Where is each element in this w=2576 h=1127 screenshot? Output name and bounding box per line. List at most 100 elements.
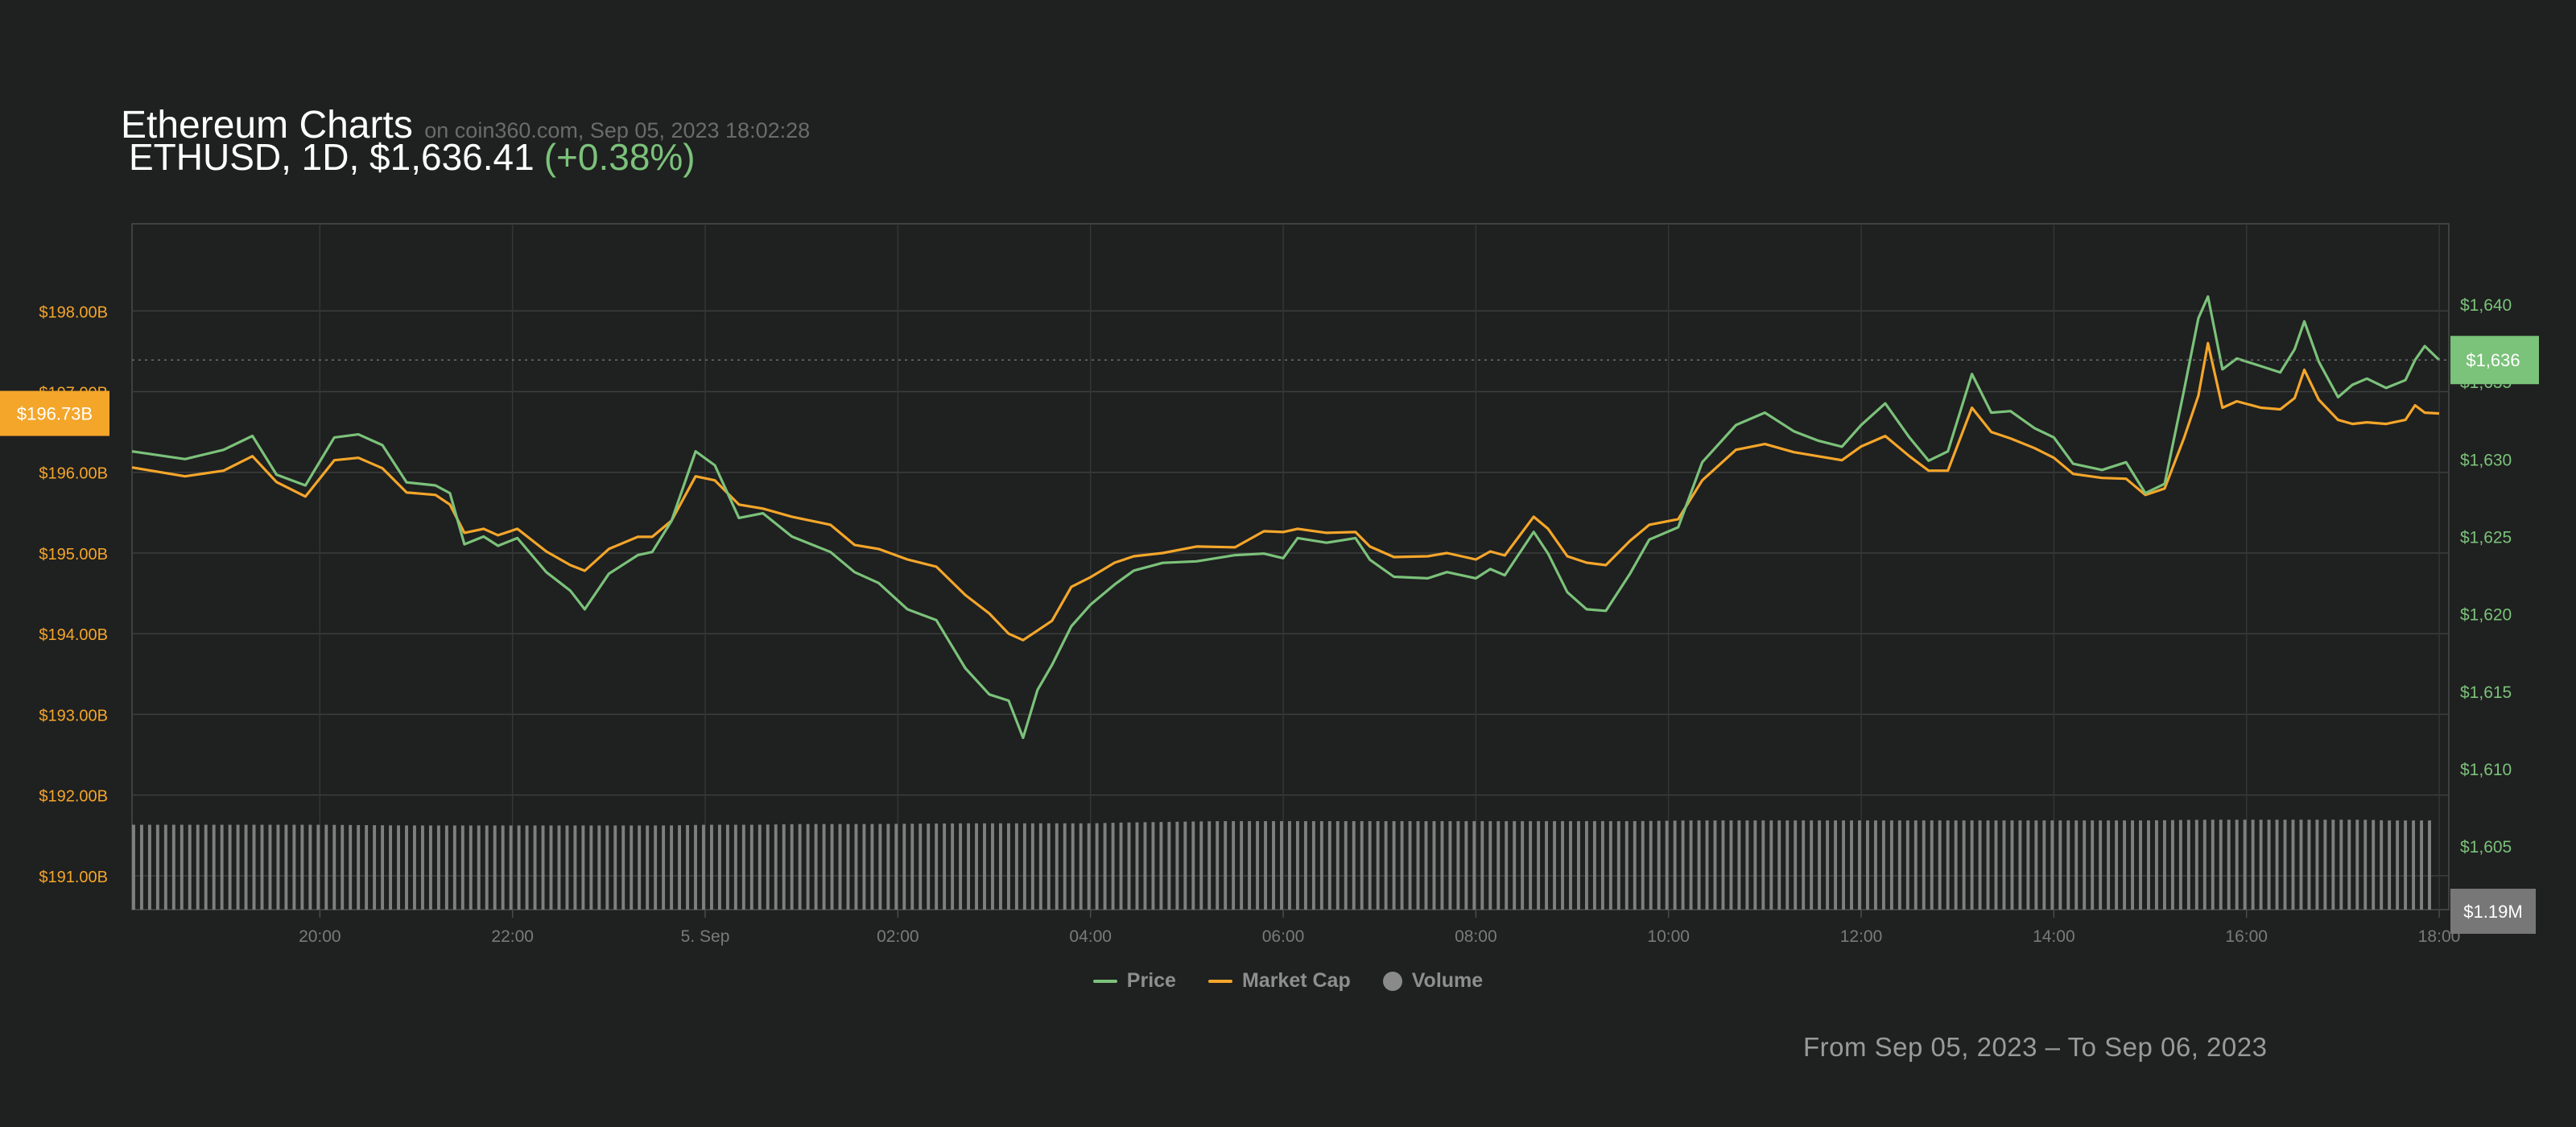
volume-bar (846, 824, 850, 910)
legend-label-price: Price (1126, 969, 1176, 992)
volume-bar (1022, 823, 1026, 910)
volume-bar (2034, 820, 2038, 910)
price-line-icon (1092, 979, 1117, 983)
volume-bar (1689, 820, 1693, 910)
market-cap-badge-label: $196.73B (17, 404, 93, 424)
volume-bar (927, 824, 931, 910)
price-change: (+0.38%) (543, 136, 696, 178)
volume-bar (581, 825, 585, 910)
x-tick-label: 06:00 (1262, 927, 1305, 946)
volume-bar (733, 824, 737, 910)
volume-bar (1561, 821, 1564, 910)
volume-bar (2412, 820, 2416, 910)
volume-bar (741, 824, 745, 910)
volume-bar (469, 825, 473, 910)
volume-bar (2307, 819, 2311, 910)
volume-bar (428, 825, 432, 910)
volume-bar (324, 824, 328, 910)
volume-bar (1232, 821, 1236, 910)
volume-bar (2083, 820, 2087, 910)
volume-bar (1930, 820, 1934, 910)
volume-bar (1464, 821, 1468, 910)
volume-badge (2450, 889, 2536, 934)
volume-bar (1529, 821, 1533, 910)
volume-bar (573, 825, 577, 910)
volume-bar (1224, 821, 1228, 910)
volume-bar (180, 824, 184, 910)
volume-bar (2331, 819, 2335, 910)
volume-bar (2194, 819, 2198, 910)
chart-legend: Price Market Cap Volume (0, 969, 2576, 993)
volume-bar (2315, 819, 2319, 910)
legend-item-price[interactable]: Price (1092, 969, 1176, 993)
volume-bar (316, 824, 320, 910)
volume-bar (1986, 820, 1990, 910)
volume-bar (725, 824, 729, 910)
volume-bar (2147, 820, 2150, 910)
legend-item-volume[interactable]: Volume (1382, 969, 1483, 993)
x-tick-label: 16:00 (2225, 927, 2268, 946)
volume-bar (2251, 819, 2255, 910)
volume-bar (1641, 820, 1645, 910)
volume-bar (1665, 820, 1669, 910)
volume-bar (1392, 821, 1396, 910)
volume-bar (1416, 821, 1420, 910)
volume-bar (1608, 821, 1612, 910)
volume-bar (1143, 822, 1147, 910)
volume-bar (421, 825, 424, 910)
volume-bar (1288, 821, 1291, 910)
price-line (131, 295, 2441, 740)
x-tick-label: 22:00 (491, 927, 534, 946)
volume-bar (1087, 823, 1091, 910)
volume-bar (2010, 820, 2014, 910)
volume-bar (1167, 821, 1171, 910)
volume-bar (1159, 822, 1163, 910)
volume-bar (1327, 821, 1331, 910)
volume-bar (1063, 823, 1067, 910)
volume-bar (822, 824, 826, 910)
volume-bar (1649, 820, 1653, 910)
volume-bar (509, 825, 513, 910)
volume-dot-icon (1382, 971, 1402, 991)
volume-bar (1456, 821, 1460, 910)
volume-bar (1537, 821, 1541, 910)
x-tick-label: 08:00 (1455, 927, 1497, 946)
volume-bar (814, 824, 818, 910)
volume-bar (477, 825, 481, 910)
legend-item-market-cap[interactable]: Market Cap (1208, 969, 1351, 993)
volume-bar (147, 824, 151, 910)
price-badge (2450, 336, 2539, 385)
volume-bar (1488, 821, 1492, 910)
volume-bar (1777, 820, 1781, 910)
volume-bar (1311, 821, 1315, 910)
volume-bar (2372, 819, 2376, 910)
volume-bar (2018, 820, 2022, 910)
volume-bar (2058, 820, 2062, 910)
volume-bar (1424, 821, 1428, 910)
volume-bar (2115, 820, 2119, 910)
market-cap-badge (0, 390, 109, 436)
x-tick-label: 14:00 (2033, 927, 2075, 946)
volume-bar (2202, 819, 2207, 910)
date-range: From Sep 05, 2023 – To Sep 06, 2023 (1803, 1032, 2268, 1062)
volume-bar (332, 824, 336, 910)
y-right-tick-label: $1,625 (2460, 528, 2512, 547)
volume-bar (436, 825, 440, 910)
price-badge-label: $1,636 (2466, 350, 2520, 370)
volume-bar (878, 824, 882, 910)
volume-bar (646, 825, 650, 910)
volume-bar (2363, 819, 2368, 910)
volume-bar (654, 825, 658, 910)
volume-bar (1913, 820, 1918, 910)
y-left-tick-label: $198.00B (39, 303, 108, 321)
volume-bar (444, 825, 448, 910)
volume-bar (1545, 821, 1549, 910)
volume-bar (1850, 820, 1853, 910)
volume-bar (967, 823, 971, 910)
volume-bar (1368, 821, 1372, 910)
volume-bar (276, 824, 280, 910)
volume-bar (1737, 820, 1741, 910)
volume-bar (2283, 819, 2287, 910)
volume-bar (806, 824, 810, 910)
